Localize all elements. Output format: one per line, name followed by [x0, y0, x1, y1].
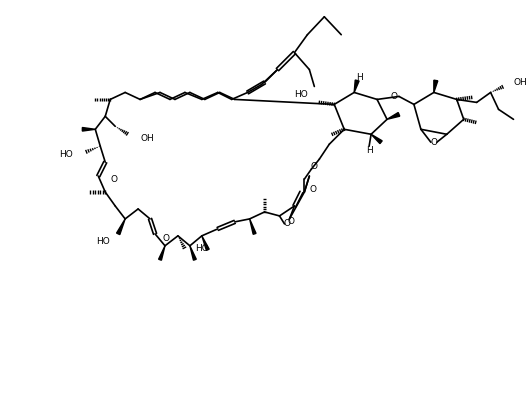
- Text: HO: HO: [195, 244, 209, 253]
- Polygon shape: [190, 246, 196, 260]
- Text: OH: OH: [514, 78, 527, 87]
- Polygon shape: [434, 80, 438, 93]
- Polygon shape: [117, 219, 125, 234]
- Polygon shape: [82, 128, 95, 131]
- Polygon shape: [202, 236, 209, 250]
- Polygon shape: [250, 219, 256, 234]
- Polygon shape: [371, 134, 382, 144]
- Polygon shape: [387, 113, 400, 119]
- Text: H: H: [356, 73, 363, 82]
- Text: OH: OH: [140, 134, 154, 143]
- Text: O: O: [288, 217, 295, 227]
- Text: O: O: [162, 234, 169, 243]
- Text: O: O: [430, 138, 437, 147]
- Text: O: O: [284, 219, 291, 229]
- Text: O: O: [391, 92, 398, 101]
- Text: HO: HO: [294, 90, 307, 99]
- Text: O: O: [311, 162, 318, 171]
- Polygon shape: [354, 80, 359, 93]
- Text: HO: HO: [59, 150, 73, 159]
- Text: H: H: [366, 146, 373, 155]
- Polygon shape: [158, 246, 165, 260]
- Text: HO: HO: [96, 237, 110, 246]
- Text: O: O: [310, 184, 316, 193]
- Text: O: O: [110, 175, 117, 184]
